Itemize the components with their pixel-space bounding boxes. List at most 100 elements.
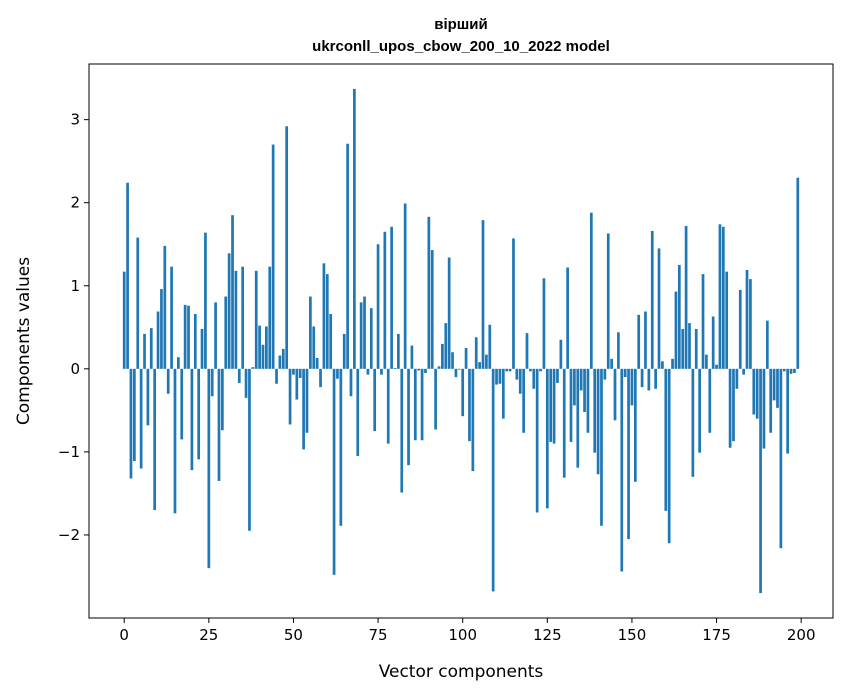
bar <box>325 274 329 369</box>
x-axis: 0 25 50 75 100 125 150 175 200 <box>119 618 816 644</box>
bar <box>261 344 265 369</box>
bar <box>393 367 397 369</box>
bar <box>749 279 752 369</box>
bar <box>231 215 234 369</box>
bar <box>566 267 569 369</box>
bar <box>701 274 705 369</box>
bar <box>386 368 390 444</box>
bar <box>522 368 525 433</box>
bar <box>505 368 509 372</box>
bar <box>417 368 421 371</box>
bar <box>789 368 793 374</box>
bar <box>369 308 373 369</box>
bar <box>671 358 674 369</box>
bar <box>630 368 634 406</box>
bar <box>518 368 522 394</box>
bar <box>677 265 681 369</box>
bar <box>583 368 586 413</box>
bar <box>718 224 722 369</box>
bar <box>755 368 759 419</box>
bar <box>545 368 549 509</box>
bar <box>373 368 377 432</box>
bar <box>424 368 427 373</box>
bar <box>210 368 214 397</box>
x-tick-label: 125 <box>533 626 562 644</box>
bar <box>376 244 380 369</box>
bar <box>667 368 671 544</box>
bar <box>596 368 600 475</box>
bar <box>644 311 647 369</box>
bar <box>657 248 661 369</box>
bar <box>613 368 617 421</box>
bar <box>444 323 448 369</box>
x-axis-label: Vector components <box>379 662 544 682</box>
bar <box>407 368 410 466</box>
bar <box>684 225 688 369</box>
x-tick-label: 175 <box>702 626 731 644</box>
bar <box>193 314 197 369</box>
bar <box>136 237 140 369</box>
bar <box>383 231 387 369</box>
bar <box>342 333 346 369</box>
bar <box>288 368 292 425</box>
bar <box>200 328 204 369</box>
bar <box>315 358 319 369</box>
bar <box>227 253 231 369</box>
bar <box>491 368 495 592</box>
bar <box>413 368 417 441</box>
bar <box>163 245 167 369</box>
bar <box>769 368 773 433</box>
bar <box>661 361 664 369</box>
bar <box>705 354 708 369</box>
bar <box>359 302 363 369</box>
bar <box>234 270 238 369</box>
bar <box>535 368 539 513</box>
bar <box>647 368 651 391</box>
x-tick-label: 100 <box>448 626 477 644</box>
bar <box>779 368 783 549</box>
bar <box>515 368 519 380</box>
bar <box>173 368 177 514</box>
bar <box>251 367 255 369</box>
bar <box>275 368 278 384</box>
bar <box>640 368 644 388</box>
bar <box>278 355 282 369</box>
bar <box>562 368 566 478</box>
bar <box>559 339 563 369</box>
bar <box>549 368 553 442</box>
x-tick-label: 75 <box>369 626 388 644</box>
bar <box>390 226 393 369</box>
bar <box>698 368 701 453</box>
bar <box>468 368 471 442</box>
bar <box>627 368 630 540</box>
bar <box>664 368 668 511</box>
bar <box>241 266 245 369</box>
bar <box>207 368 211 569</box>
bar <box>508 368 512 372</box>
bar <box>363 296 366 369</box>
bar <box>603 368 607 380</box>
bar <box>576 368 580 468</box>
bar <box>681 328 685 369</box>
bar <box>586 368 590 433</box>
bar <box>221 368 224 431</box>
bar <box>461 368 465 417</box>
y-axis: −2 −1 0 1 2 3 <box>58 111 89 544</box>
bar <box>244 368 248 398</box>
bar <box>319 368 322 388</box>
bar <box>410 345 414 369</box>
bar <box>752 368 756 415</box>
bar <box>525 333 529 369</box>
bar <box>623 368 627 378</box>
bar <box>356 368 360 457</box>
bar <box>782 368 786 372</box>
bar <box>441 343 444 369</box>
y-tick-label: −2 <box>58 526 80 544</box>
bar <box>654 368 657 389</box>
bar <box>474 337 478 369</box>
bar <box>353 88 356 369</box>
bar <box>573 368 576 406</box>
x-tick-label: 150 <box>618 626 647 644</box>
bar <box>617 332 620 369</box>
bar <box>542 278 546 369</box>
